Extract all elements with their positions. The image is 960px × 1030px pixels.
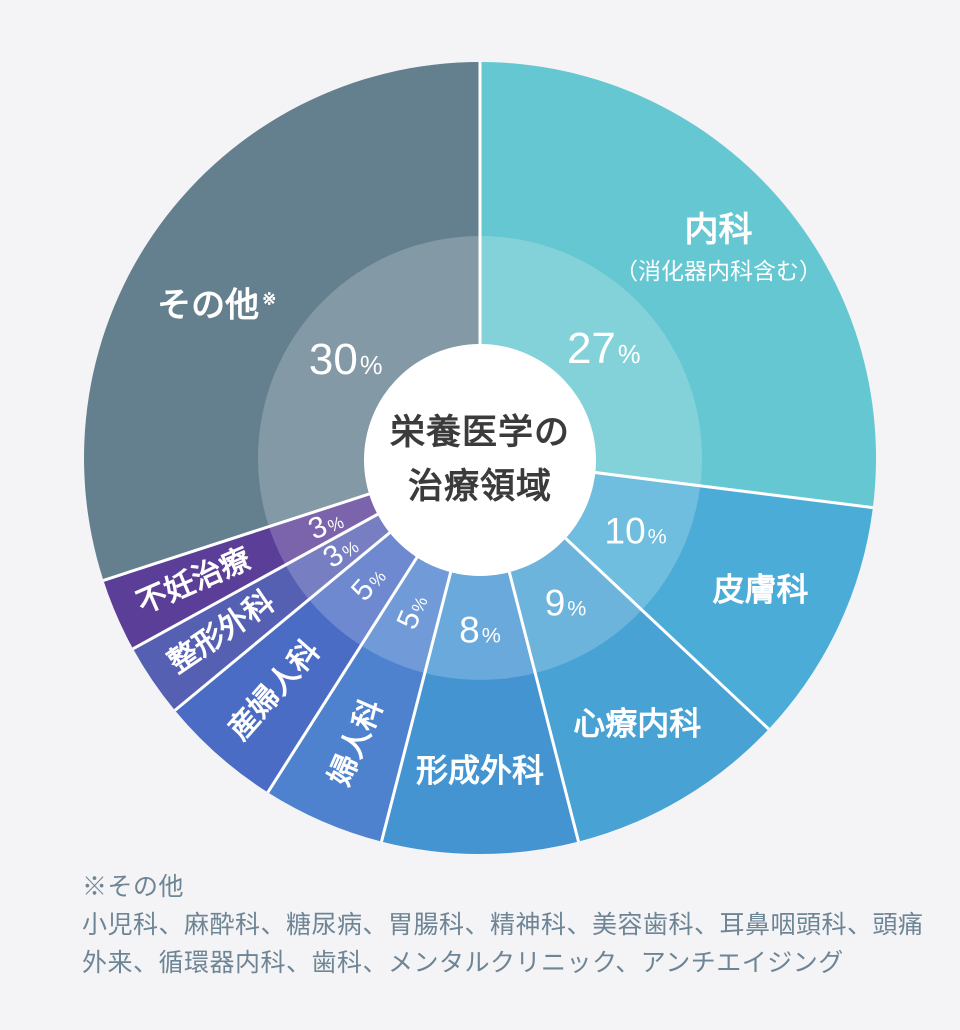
- pie-slice-dermatology: [480, 458, 873, 730]
- footnote: ※その他 小児科、麻酔科、糖尿病、胃腸科、精神科、美容歯科、耳鼻咽頭科、頭痛 外…: [82, 868, 924, 982]
- pie-slice-psychosomatic-medicine: [480, 458, 769, 842]
- center-hole: [364, 344, 596, 576]
- pie-slice-internal-medicine: [480, 62, 877, 508]
- pie-slice-plastic-surgery: [381, 458, 579, 855]
- footnote-heading: ※その他: [82, 873, 185, 901]
- footnote-line-1: 小児科、麻酔科、糖尿病、胃腸科、精神科、美容歯科、耳鼻咽頭科、頭痛: [82, 911, 924, 939]
- chart-title-line2: 治療領域: [407, 467, 553, 506]
- chart-title: 栄養医学の 治療領域: [390, 406, 570, 515]
- footnote-line-2: 外来、循環器内科、歯科、メンタルクリニック、アンチエイジング: [82, 949, 844, 977]
- chart-title-line1: 栄養医学の: [389, 412, 571, 452]
